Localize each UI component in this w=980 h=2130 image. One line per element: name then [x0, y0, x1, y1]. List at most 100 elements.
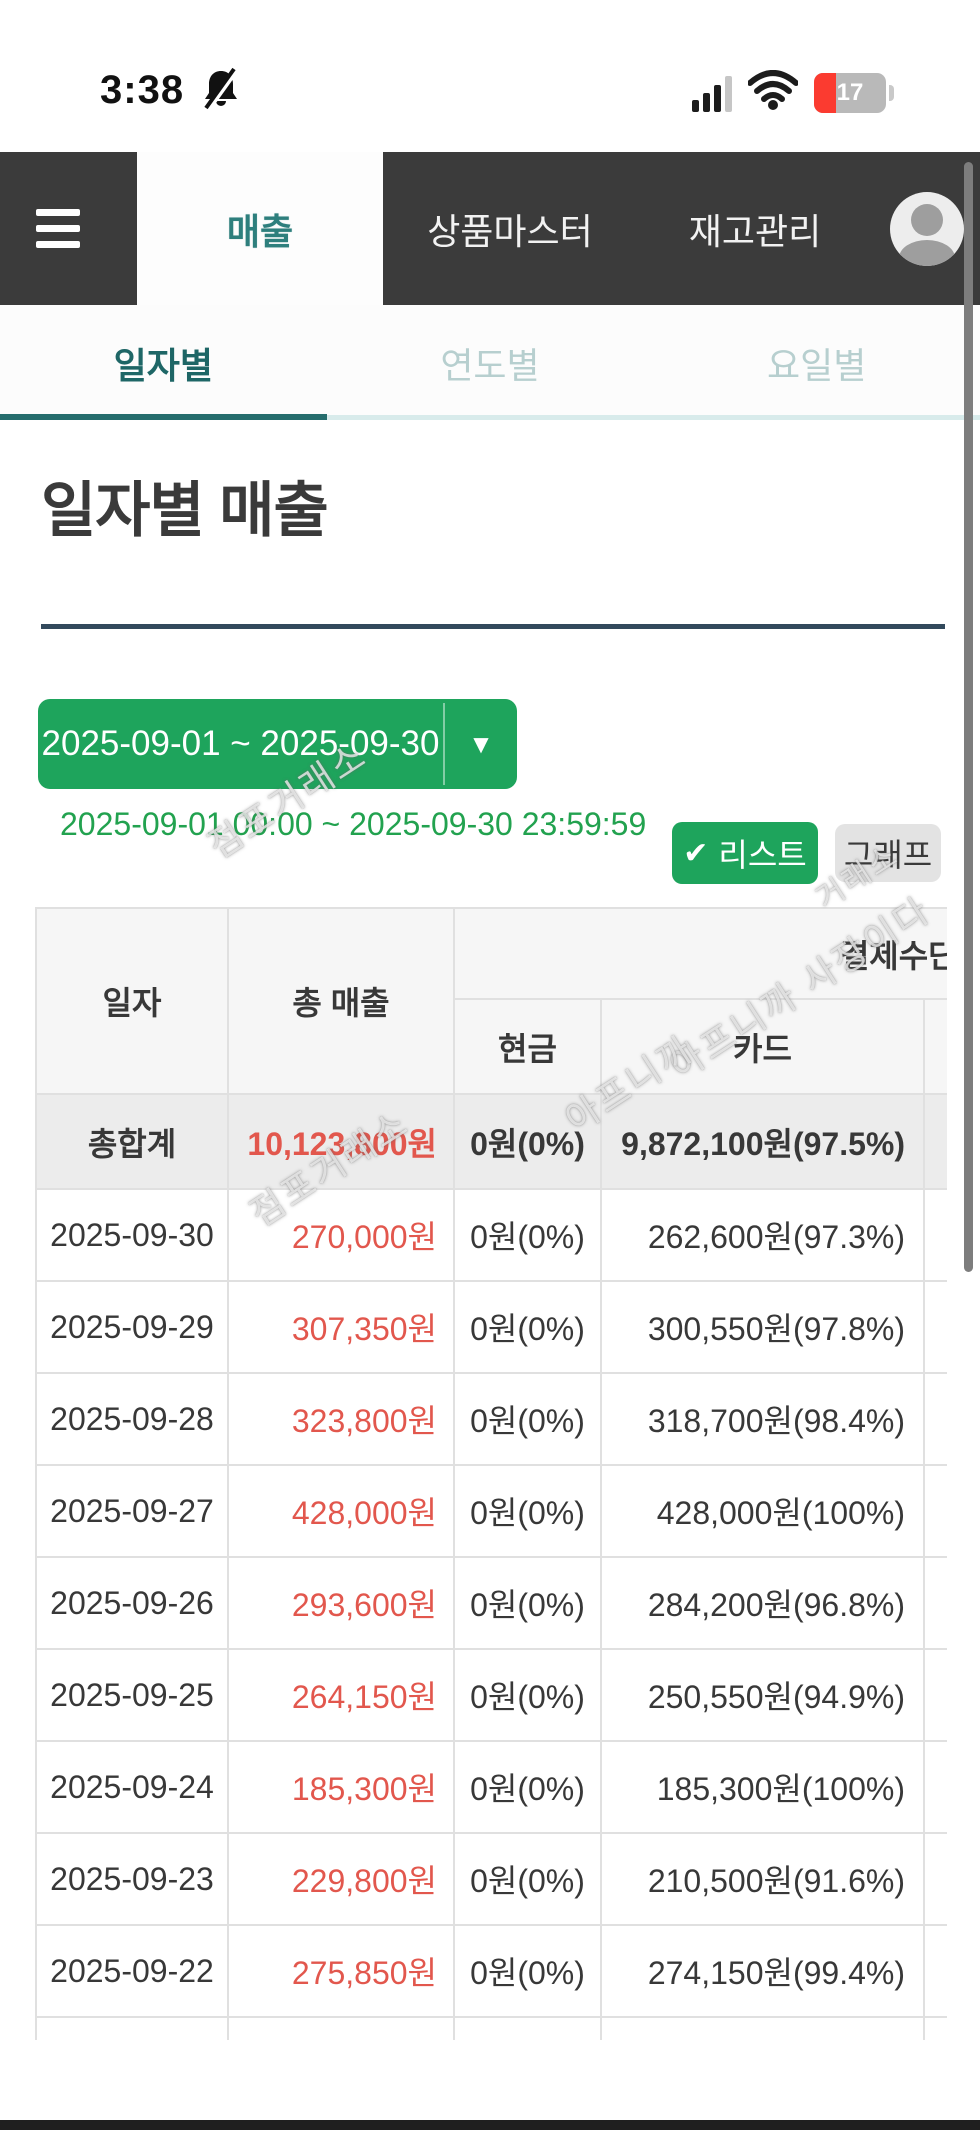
avatar-person-body [899, 240, 955, 266]
subtab-daily-label: 일자별 [113, 344, 214, 386]
row-date: 2025-09-22 [35, 1924, 229, 2018]
status-right-icons: 17 [692, 70, 894, 115]
nav-tab-product-master-label: 상품마스터 [427, 210, 593, 252]
cellular-signal-icon [692, 74, 732, 112]
row-card: 250,550원(94.9%) [600, 1648, 925, 1742]
date-range-detail: 2025-09-01 00:00 ~ 2025-09-30 23:59:59 [60, 806, 647, 842]
check-icon: ✔ [683, 836, 709, 870]
nav-tab-inventory[interactable]: 재고관리 [660, 152, 850, 305]
nav-tab-inventory-label: 재고관리 [688, 210, 822, 252]
subtab-active-indicator [0, 414, 327, 420]
row-card: 428,000원(100%) [600, 1464, 925, 1558]
row-date [35, 2016, 229, 2040]
row-date: 2025-09-27 [35, 1464, 229, 1558]
table-row: 2025-09-25 264,150원 0원(0%) 250,550원(94.9… [35, 1648, 947, 1742]
status-bar: 3:38 17 [0, 0, 980, 152]
row-date: 2025-09-29 [35, 1280, 229, 1374]
row-date: 2025-09-24 [35, 1740, 229, 1834]
total-row-label: 총합계 [35, 1093, 229, 1190]
row-etc-clipped [922, 1188, 947, 1282]
row-total: 293,600원 [227, 1556, 455, 1650]
row-cash: 0원(0%) [453, 1924, 602, 2018]
page-title: 일자별 매출 [41, 477, 329, 544]
row-etc-clipped [922, 1556, 947, 1650]
total-row-cash: 0원(0%) [453, 1093, 602, 1190]
table-row: 2025-09-26 293,600원 0원(0%) 284,200원(96.8… [35, 1556, 947, 1650]
table-row: 2025-09-29 307,350원 0원(0%) 300,550원(97.8… [35, 1280, 947, 1374]
subtab-yearly[interactable]: 연도별 [327, 305, 654, 420]
row-date: 2025-09-26 [35, 1556, 229, 1650]
table-row: 2025-09-30 270,000원 0원(0%) 262,600원(97.3… [35, 1188, 947, 1282]
battery-icon: 17 [814, 72, 886, 113]
table-row: 2025-09-24 185,300원 0원(0%) 185,300원(100%… [35, 1740, 947, 1834]
row-card: 284,200원(96.8%) [600, 1556, 925, 1650]
table-row-partial [35, 2016, 947, 2040]
graph-view-button[interactable]: 그래프 [835, 824, 941, 882]
dropdown-separator [443, 703, 445, 785]
bottom-system-bar [0, 2120, 980, 2130]
daily-sales-table-wrap[interactable]: 일자 총 매출 결제수단별 현금 카드 총합계 10,123,800원 0원(0… [35, 907, 947, 2040]
subtab-weekday-label: 요일별 [766, 344, 867, 386]
row-cash: 0원(0%) [453, 1740, 602, 1834]
title-divider [41, 624, 945, 629]
row-date: 2025-09-25 [35, 1648, 229, 1742]
table-row: 2025-09-27 428,000원 0원(0%) 428,000원(100%… [35, 1464, 947, 1558]
page-scrollbar[interactable] [964, 162, 973, 1272]
row-date: 2025-09-28 [35, 1372, 229, 1466]
row-etc-clipped [922, 1464, 947, 1558]
row-etc-clipped [922, 1740, 947, 1834]
col-header-total: 총 매출 [227, 907, 455, 1095]
row-total: 275,850원 [227, 1924, 455, 2018]
row-cash: 0원(0%) [453, 1832, 602, 1926]
row-etc-clipped [922, 1372, 947, 1466]
graph-view-label: 그래프 [843, 837, 933, 873]
row-date: 2025-09-30 [35, 1188, 229, 1282]
row-etc-clipped [922, 1924, 947, 2018]
battery-percent: 17 [836, 78, 864, 106]
col-header-date: 일자 [35, 907, 229, 1095]
subtab-daily[interactable]: 일자별 [0, 305, 327, 420]
col-header-etc-clipped [922, 998, 947, 1095]
date-range-dropdown[interactable]: 2025-09-01 ~ 2025-09-30 ▼ [38, 699, 517, 789]
row-card: 262,600원(97.3%) [600, 1188, 925, 1282]
row-total: 264,150원 [227, 1648, 455, 1742]
subtab-weekday[interactable]: 요일별 [653, 305, 980, 420]
row-card: 210,500원(91.6%) [600, 1832, 925, 1926]
battery-nub [889, 84, 894, 101]
row-total: 229,800원 [227, 1832, 455, 1926]
nav-tab-product-master[interactable]: 상품마스터 [400, 152, 620, 305]
row-cash: 0원(0%) [453, 1280, 602, 1374]
row-total: 428,000원 [227, 1464, 455, 1558]
wifi-icon [747, 70, 799, 115]
avatar-person-icon [911, 204, 943, 236]
table-row: 2025-09-28 323,800원 0원(0%) 318,700원(98.4… [35, 1372, 947, 1466]
period-subtabs: 일자별 연도별 요일별 [0, 305, 980, 420]
profile-avatar[interactable] [890, 192, 964, 266]
list-view-label: 리스트 [718, 837, 807, 873]
row-cash: 0원(0%) [453, 1648, 602, 1742]
row-total: 185,300원 [227, 1740, 455, 1834]
menu-hamburger-icon[interactable] [36, 200, 92, 256]
row-card: 318,700원(98.4%) [600, 1372, 925, 1466]
col-header-payment-group: 결제수단별 [452, 907, 947, 1000]
nav-tab-sales[interactable]: 매출 [137, 152, 383, 305]
list-view-button[interactable]: ✔ 리스트 [672, 822, 818, 884]
subtab-yearly-label: 연도별 [440, 344, 540, 386]
status-time: 3:38 [100, 68, 185, 112]
col-header-cash: 현금 [453, 998, 602, 1095]
row-cash: 0원(0%) [453, 1464, 602, 1558]
row-etc-clipped [922, 1280, 947, 1374]
row-cash: 0원(0%) [453, 1188, 602, 1282]
daily-sales-table: 일자 총 매출 결제수단별 현금 카드 총합계 10,123,800원 0원(0… [35, 907, 947, 2040]
table-total-row: 총합계 10,123,800원 0원(0%) 9,872,100원(97.5%) [35, 1093, 947, 1190]
row-card: 300,550원(97.8%) [600, 1280, 925, 1374]
row-total [227, 2016, 455, 2040]
col-header-card: 카드 [600, 998, 925, 1095]
table-row: 2025-09-23 229,800원 0원(0%) 210,500원(91.6… [35, 1832, 947, 1926]
row-total: 270,000원 [227, 1188, 455, 1282]
chevron-down-icon: ▼ [468, 728, 494, 759]
row-etc-clipped [922, 2016, 947, 2040]
row-total: 323,800원 [227, 1372, 455, 1466]
row-card: 185,300원(100%) [600, 1740, 925, 1834]
row-total: 307,350원 [227, 1280, 455, 1374]
